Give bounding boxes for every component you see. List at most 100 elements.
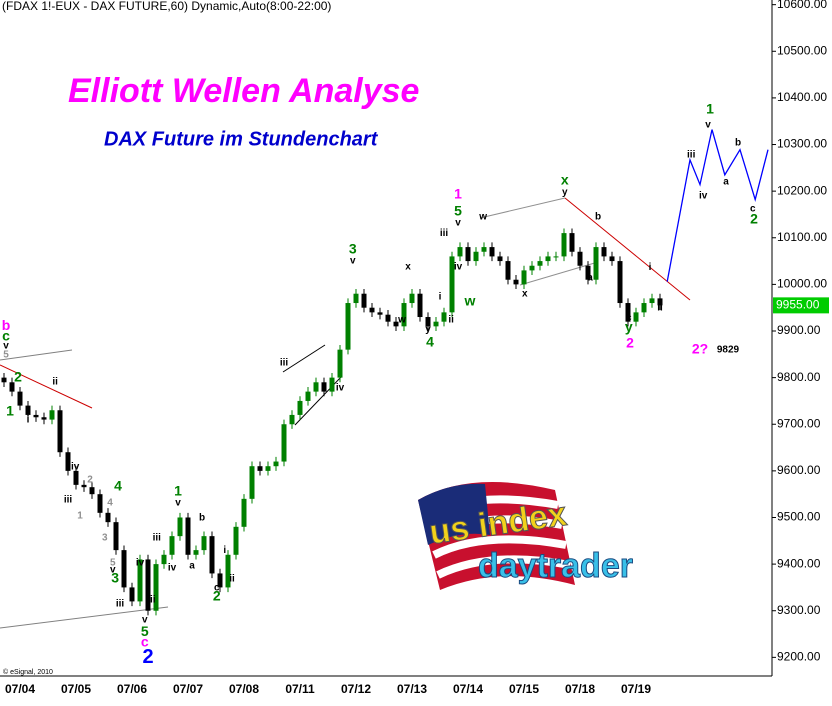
- candle-body: [193, 550, 199, 555]
- wave-label: a: [189, 561, 195, 572]
- y-tick-label: 9700.00: [777, 416, 821, 430]
- candle-body: [593, 247, 599, 280]
- candle-body: [169, 536, 175, 555]
- wave-label: ii: [448, 314, 454, 325]
- wave-label: ii: [229, 574, 235, 585]
- wave-label: a: [723, 176, 729, 187]
- wave-label: 4: [114, 477, 122, 493]
- wave-label: w: [464, 292, 476, 308]
- wave-label: iii: [153, 533, 162, 544]
- x-tick-label: 07/15: [509, 682, 539, 696]
- wave-label: ii: [150, 595, 156, 606]
- wave-label: a: [587, 272, 593, 283]
- candle-body: [409, 293, 415, 304]
- logo-text: daytrader: [478, 547, 633, 585]
- candle-body: [297, 400, 303, 415]
- trend-line: [519, 261, 599, 286]
- candle-body: [1, 377, 7, 383]
- x-tick-label: 07/12: [341, 682, 371, 696]
- wave-label: c: [141, 634, 149, 650]
- candle-body: [281, 424, 287, 462]
- candle-body: [185, 517, 191, 555]
- wave-label: v: [455, 217, 461, 228]
- wave-label: i: [223, 545, 226, 556]
- candle-body: [633, 312, 639, 322]
- wave-label: b: [199, 513, 205, 524]
- flag-canton: [418, 483, 490, 545]
- candle-body: [65, 452, 71, 471]
- candle-body: [17, 391, 23, 406]
- y-tick-label: 9300.00: [777, 603, 821, 617]
- wave-label: c: [2, 327, 10, 343]
- y-tick-label: 9800.00: [777, 370, 821, 384]
- candle-body: [465, 247, 471, 262]
- wave-label: ii: [52, 376, 58, 387]
- candle-body: [657, 298, 663, 306]
- x-tick-label: 07/13: [397, 682, 427, 696]
- candle-body: [249, 466, 255, 499]
- candle-body: [513, 279, 519, 285]
- candle-body: [337, 349, 343, 378]
- candle-body: [113, 522, 119, 551]
- wave-label: 3: [111, 570, 119, 586]
- y-tick-label: 9200.00: [777, 650, 821, 664]
- wave-label: iii: [280, 357, 289, 368]
- candle-body: [577, 251, 583, 266]
- wave-label: v: [175, 498, 181, 509]
- wave-label: 5: [110, 557, 116, 568]
- candle-body: [361, 293, 367, 308]
- candle-body: [217, 573, 223, 588]
- wave-label: iv: [336, 383, 345, 394]
- y-tick-label: 9500.00: [777, 510, 821, 524]
- candle-body: [321, 382, 327, 392]
- candle-body: [97, 494, 103, 513]
- candle-body: [225, 554, 231, 588]
- wave-label: 2?: [692, 340, 708, 356]
- candle-body: [473, 251, 479, 262]
- wave-label: x: [522, 288, 528, 299]
- candle-body: [489, 247, 495, 257]
- x-tick-label: 07/19: [621, 682, 651, 696]
- candle-body: [81, 484, 87, 488]
- trend-line: [0, 364, 93, 409]
- wave-label: 2: [213, 587, 221, 603]
- candle-body: [385, 314, 391, 322]
- candle-body: [289, 414, 295, 425]
- candle-body: [457, 247, 463, 257]
- wave-label: i: [649, 262, 652, 273]
- wave-label: iii: [687, 149, 696, 160]
- candle-body: [241, 498, 247, 527]
- trend-lines: [0, 197, 691, 629]
- candle-body: [641, 303, 647, 313]
- wave-label: 2: [750, 210, 758, 226]
- wave-label: ii: [657, 302, 663, 313]
- copyright: © eSignal, 2010: [3, 668, 53, 676]
- candle-body: [601, 247, 607, 257]
- candle-body: [9, 382, 15, 392]
- candle-body: [345, 303, 351, 350]
- candle-body: [585, 265, 591, 280]
- candle-body: [481, 247, 487, 252]
- trend-line: [479, 197, 566, 219]
- candle-body: [41, 417, 47, 420]
- wave-label: 3: [102, 533, 108, 544]
- last-price-box: [773, 297, 829, 314]
- trend-line: [0, 349, 73, 361]
- wave-label: v: [350, 255, 356, 266]
- x-tick-label: 07/14: [453, 682, 483, 696]
- wave-label: iii: [116, 598, 125, 609]
- last-price-label: 9955.00: [776, 298, 820, 312]
- wave-label: 1: [6, 402, 14, 418]
- wave-label: 3: [349, 241, 357, 257]
- candle-body: [121, 550, 127, 588]
- candle-body: [537, 261, 543, 266]
- wave-label: v: [110, 564, 116, 575]
- chart-title: Elliott Wellen Analyse: [68, 72, 419, 110]
- wave-label: v: [3, 341, 9, 352]
- candle-body: [497, 256, 503, 262]
- y-tick-label: 10500.00: [777, 43, 827, 57]
- wave-label: b: [2, 317, 11, 333]
- wave-label: 2: [87, 474, 93, 485]
- wave-label: iv: [71, 461, 80, 472]
- candle-body: [561, 233, 567, 257]
